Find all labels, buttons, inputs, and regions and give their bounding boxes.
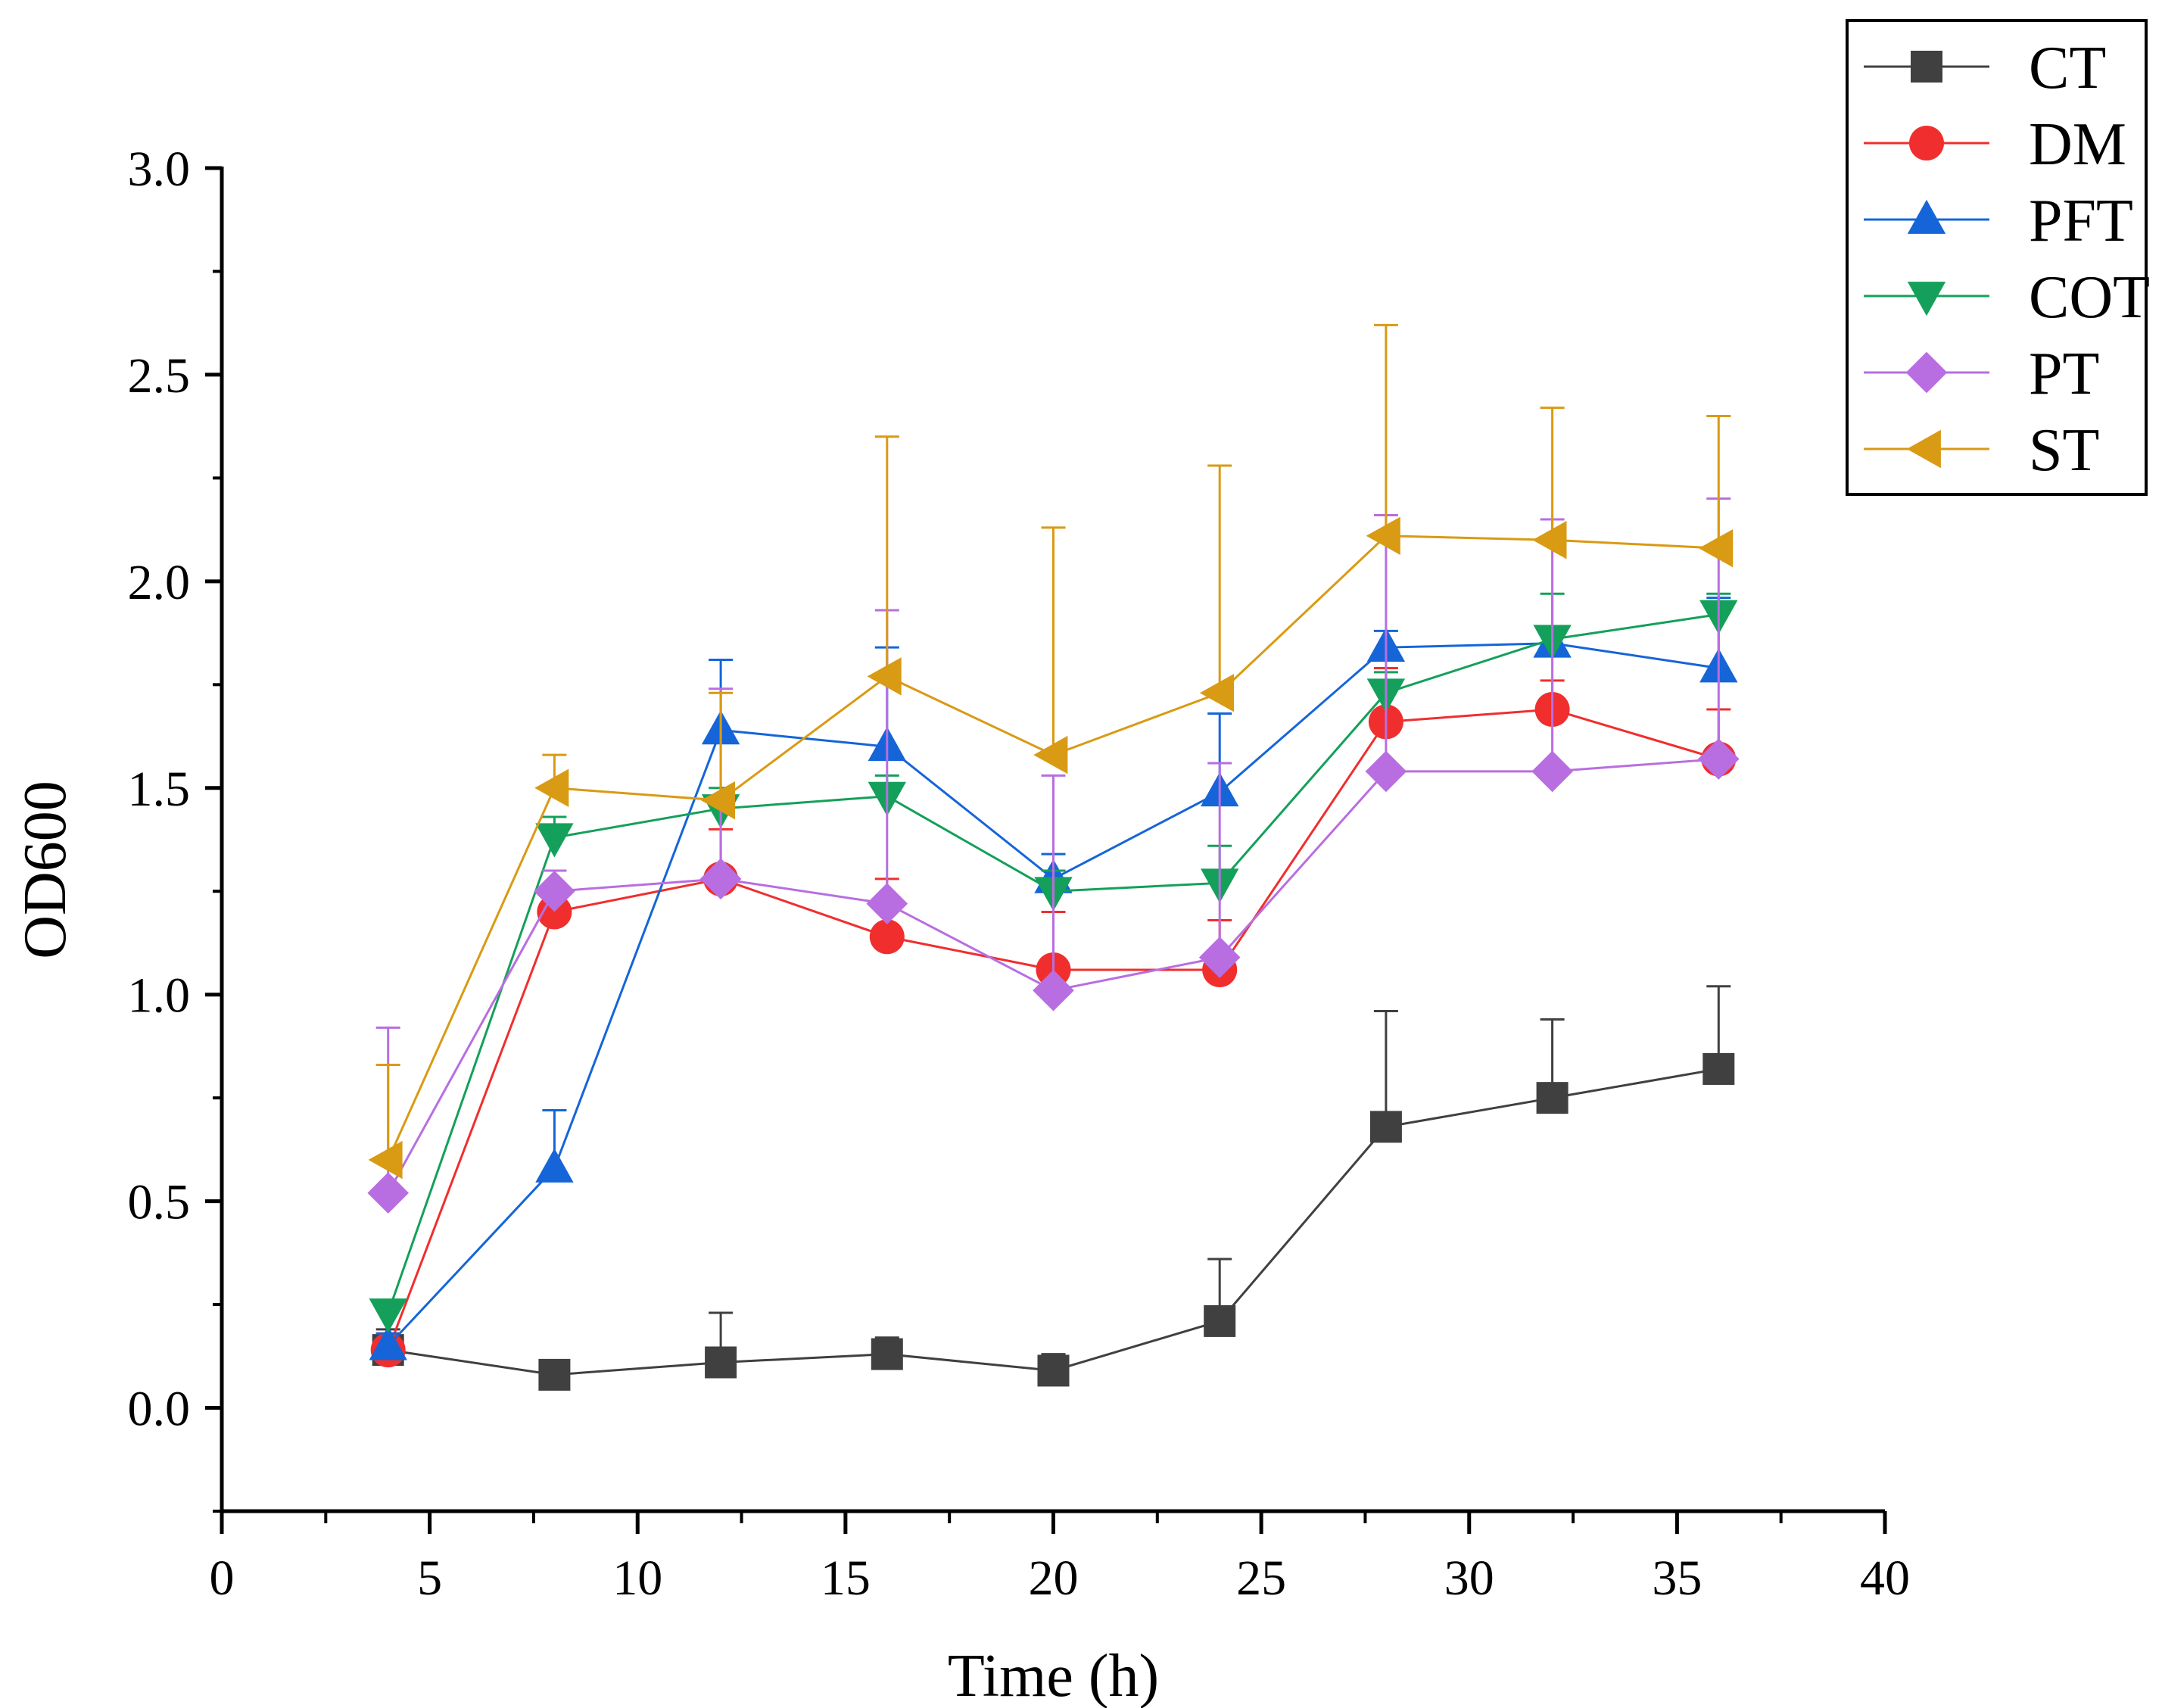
series-line-ct <box>388 1068 1719 1376</box>
data-point-ct <box>1037 1354 1070 1387</box>
legend-marker-dm <box>1909 126 1944 161</box>
x-tick-label: 25 <box>1236 1551 1286 1606</box>
data-point-pft <box>369 1326 407 1360</box>
y-tick-label: 2.5 <box>128 348 191 404</box>
legend-label-pt: PT <box>2029 341 2099 407</box>
data-point-pt <box>699 858 742 900</box>
data-point-st <box>700 781 735 820</box>
legend-marker-pt <box>1905 351 1948 394</box>
data-point-ct <box>1369 1111 1402 1143</box>
legend-label-pft: PFT <box>2029 188 2133 254</box>
x-tick-label: 0 <box>210 1551 235 1606</box>
y-axis-title: OD600 <box>12 781 79 959</box>
data-point-pt <box>1033 969 1074 1011</box>
data-point-pft <box>535 1148 574 1183</box>
data-point-st <box>867 657 902 696</box>
data-point-ct <box>1204 1304 1236 1337</box>
data-point-ct <box>538 1358 571 1391</box>
x-tick-label: 5 <box>417 1551 442 1606</box>
data-point-st <box>1699 528 1734 568</box>
data-point-st <box>534 768 569 807</box>
legend-marker-pft <box>1907 199 1946 234</box>
y-tick-label: 1.0 <box>128 968 191 1024</box>
data-point-st <box>1199 674 1235 712</box>
data-point-pt <box>367 1172 409 1214</box>
series-pt <box>367 497 1740 1214</box>
legend-box <box>1846 19 2148 496</box>
data-point-ct <box>705 1346 737 1379</box>
plot-area <box>367 323 1740 1391</box>
data-point-pt <box>1198 937 1241 978</box>
data-point-pt <box>1531 750 1573 793</box>
data-point-pt <box>1365 750 1407 793</box>
data-point-cot <box>535 823 574 858</box>
legend-label-st: ST <box>2029 417 2099 484</box>
data-point-st <box>1033 735 1068 775</box>
legend-marker-ct <box>1911 51 1942 83</box>
y-tick-label: 0.0 <box>128 1382 191 1437</box>
y-tick-label: 0.5 <box>128 1175 191 1230</box>
data-point-pt <box>534 870 575 912</box>
axes: 0 5 10 15 20 25 30 35 40 0.0 0.5 1.0 1.5 2.0 2.5 3.0 Tim… <box>12 142 1910 1708</box>
x-tick-label: 30 <box>1444 1551 1494 1606</box>
legend-marker-cot <box>1907 282 1946 316</box>
x-axis-title: Time (h) <box>948 1643 1159 1708</box>
x-tick-label: 40 <box>1860 1551 1910 1606</box>
y-tick-label: 1.5 <box>128 762 191 817</box>
legend-label-ct: CT <box>2029 35 2106 101</box>
x-tick-label: 35 <box>1652 1551 1702 1606</box>
data-point-st <box>368 1140 403 1180</box>
data-point-dm <box>869 919 905 955</box>
data-point-ct <box>1702 1052 1735 1085</box>
series-dm <box>370 666 1737 1368</box>
x-tick-label: 15 <box>821 1551 871 1606</box>
data-point-pt <box>1698 738 1740 780</box>
legend-label-dm: DM <box>2029 111 2126 178</box>
legend-marker-st <box>1906 429 1941 469</box>
data-point-cot <box>369 1298 407 1333</box>
data-point-st <box>1366 516 1400 556</box>
data-point-ct <box>871 1338 903 1370</box>
series-ct <box>372 985 1735 1391</box>
data-point-st <box>1532 521 1567 559</box>
legend: CT DM PFT COT PT ST <box>1846 19 2150 496</box>
data-point-pt <box>866 883 908 924</box>
y-tick-label: 2.0 <box>128 555 191 610</box>
x-tick-label: 20 <box>1029 1551 1079 1606</box>
series-st <box>368 323 1734 1180</box>
legend-label-cot: COT <box>2029 264 2150 331</box>
data-point-ct <box>1536 1082 1569 1114</box>
y-tick-label: 3.0 <box>128 142 191 197</box>
x-tick-label: 10 <box>612 1551 662 1606</box>
